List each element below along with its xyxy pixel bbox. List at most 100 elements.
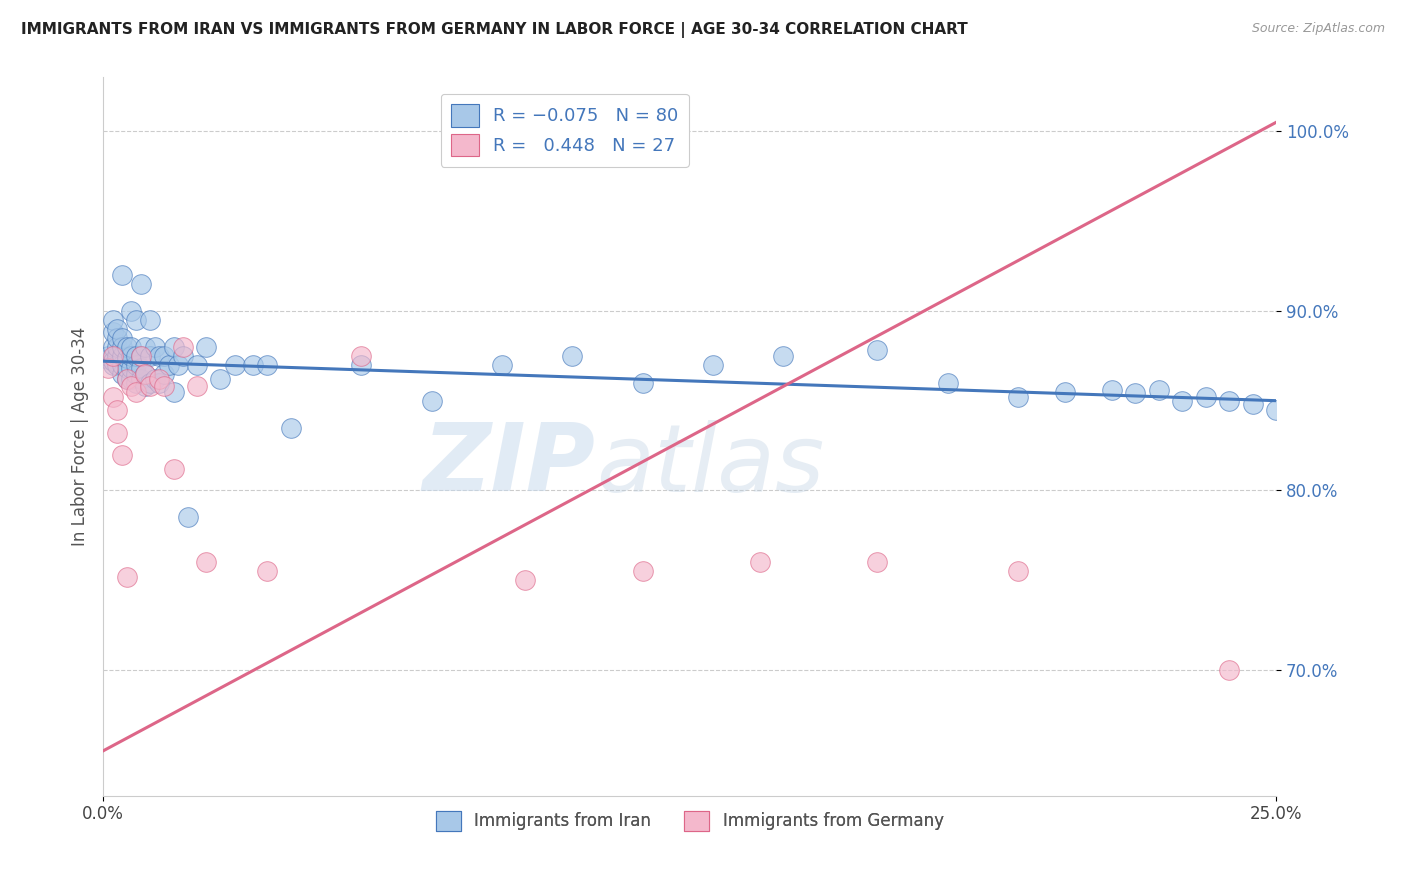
Point — [1007, 390, 1029, 404]
Point — [139, 379, 162, 393]
Point — [148, 349, 170, 363]
Point — [111, 349, 134, 363]
Text: Source: ZipAtlas.com: Source: ZipAtlas.com — [1251, 22, 1385, 36]
Point — [101, 390, 124, 404]
Point — [120, 349, 142, 363]
Point — [125, 367, 148, 381]
Point — [101, 326, 124, 340]
Point — [242, 358, 264, 372]
Point — [134, 340, 156, 354]
Point — [1218, 393, 1240, 408]
Point — [105, 349, 128, 363]
Point — [157, 358, 180, 372]
Point — [1147, 383, 1170, 397]
Point — [105, 425, 128, 440]
Point — [195, 340, 218, 354]
Point — [105, 402, 128, 417]
Point — [153, 367, 176, 381]
Point — [515, 574, 537, 588]
Point — [1265, 402, 1288, 417]
Point — [134, 379, 156, 393]
Point — [125, 358, 148, 372]
Point — [129, 361, 152, 376]
Point — [350, 349, 373, 363]
Point — [148, 372, 170, 386]
Point — [167, 358, 190, 372]
Point — [111, 331, 134, 345]
Point — [111, 448, 134, 462]
Point — [115, 372, 138, 386]
Point — [97, 361, 120, 376]
Point — [256, 564, 278, 578]
Point — [631, 564, 654, 578]
Point — [1241, 397, 1264, 411]
Point — [162, 462, 184, 476]
Point — [1007, 564, 1029, 578]
Legend: Immigrants from Iran, Immigrants from Germany: Immigrants from Iran, Immigrants from Ge… — [429, 804, 950, 838]
Point — [105, 322, 128, 336]
Point — [162, 384, 184, 399]
Point — [101, 354, 124, 368]
Point — [101, 358, 124, 372]
Point — [105, 340, 128, 354]
Point — [115, 340, 138, 354]
Point — [1171, 393, 1194, 408]
Point — [120, 379, 142, 393]
Point — [224, 358, 246, 372]
Point — [350, 358, 373, 372]
Point — [115, 351, 138, 365]
Point — [125, 384, 148, 399]
Point — [125, 376, 148, 390]
Point — [866, 555, 889, 569]
Point — [101, 349, 124, 363]
Point — [120, 340, 142, 354]
Point — [1101, 383, 1123, 397]
Point — [129, 277, 152, 291]
Point — [148, 376, 170, 390]
Point — [101, 340, 124, 354]
Point — [172, 340, 194, 354]
Point — [120, 304, 142, 318]
Point — [153, 349, 176, 363]
Point — [97, 352, 120, 367]
Point — [129, 349, 152, 363]
Point — [101, 313, 124, 327]
Point — [115, 361, 138, 376]
Point — [702, 358, 724, 372]
Point — [420, 393, 443, 408]
Text: ZIP: ZIP — [423, 419, 596, 511]
Point — [172, 349, 194, 363]
Point — [866, 343, 889, 358]
Point — [153, 379, 176, 393]
Point — [111, 340, 134, 354]
Point — [134, 367, 156, 381]
Point — [139, 349, 162, 363]
Point — [139, 313, 162, 327]
Point — [195, 555, 218, 569]
Point — [111, 358, 134, 372]
Point — [631, 376, 654, 390]
Point — [176, 510, 198, 524]
Point — [143, 340, 166, 354]
Point — [1053, 384, 1076, 399]
Point — [491, 358, 513, 372]
Point — [115, 569, 138, 583]
Point — [936, 376, 959, 390]
Point — [772, 349, 794, 363]
Y-axis label: In Labor Force | Age 30-34: In Labor Force | Age 30-34 — [72, 327, 89, 546]
Point — [561, 349, 583, 363]
Point — [125, 349, 148, 363]
Point — [280, 420, 302, 434]
Point — [105, 358, 128, 372]
Point — [749, 555, 772, 569]
Point — [1218, 663, 1240, 677]
Point — [186, 379, 208, 393]
Point — [129, 372, 152, 386]
Text: atlas: atlas — [596, 420, 824, 511]
Point — [209, 372, 232, 386]
Point — [111, 367, 134, 381]
Point — [120, 372, 142, 386]
Point — [139, 376, 162, 390]
Point — [97, 349, 120, 363]
Point — [105, 331, 128, 345]
